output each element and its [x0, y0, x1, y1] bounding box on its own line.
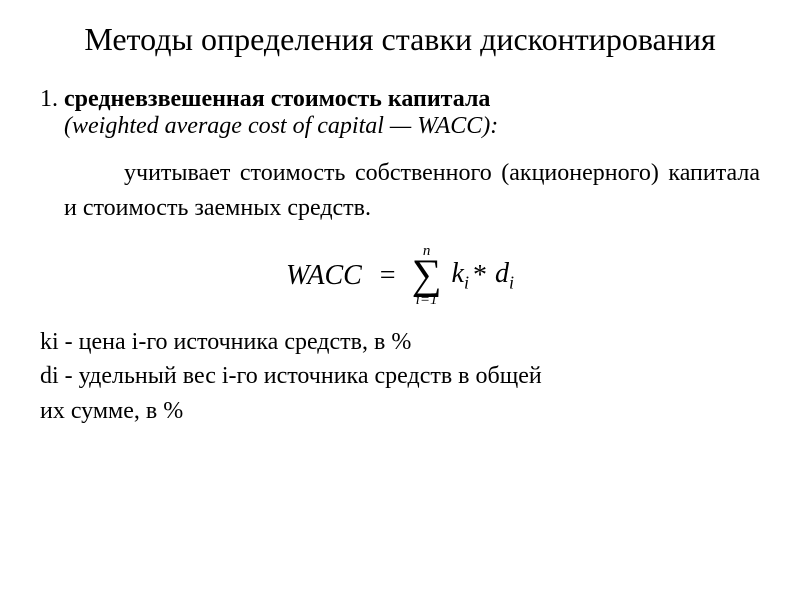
page-title: Методы определения ставки дисконтировани… — [40, 20, 760, 58]
definitions-block: ki - цена i-го источника средств, в % di… — [40, 326, 760, 427]
definition-ki: ki - цена i-го источника средств, в % — [40, 326, 760, 358]
multiply-symbol: * — [473, 260, 487, 292]
definition-di-line1: di - удельный вес i-го источника средств… — [40, 360, 760, 392]
formula-term-d: di — [495, 258, 514, 294]
item-heading: средневзвешенная стоимость капитала — [64, 86, 490, 112]
formula-eq: = — [380, 260, 396, 292]
term-d: d — [495, 258, 509, 289]
term-d-sub: i — [509, 273, 514, 293]
sigma-symbol: ∑ — [412, 257, 442, 295]
formula-lhs: WACC — [286, 260, 362, 292]
term-k-sub: i — [464, 273, 469, 293]
sigma-lower-limit: i=1 — [416, 293, 438, 308]
item-number: 1. — [40, 86, 64, 112]
sigma-block: n ∑ i=1 — [412, 244, 442, 308]
wacc-formula: WACC = n ∑ i=1 ki * di — [286, 244, 514, 308]
formula-container: WACC = n ∑ i=1 ki * di — [40, 244, 760, 308]
term-k: k — [452, 258, 464, 289]
formula-term-k: ki — [452, 258, 469, 294]
item-block: 1. средневзвешенная стоимость капитала (… — [40, 86, 760, 140]
item-subtitle: (weighted average cost of capital — WACC… — [64, 113, 760, 140]
description-text: учитывает стоимость собственного (акцион… — [64, 156, 760, 226]
definition-di-line2: их сумме, в % — [40, 395, 760, 427]
